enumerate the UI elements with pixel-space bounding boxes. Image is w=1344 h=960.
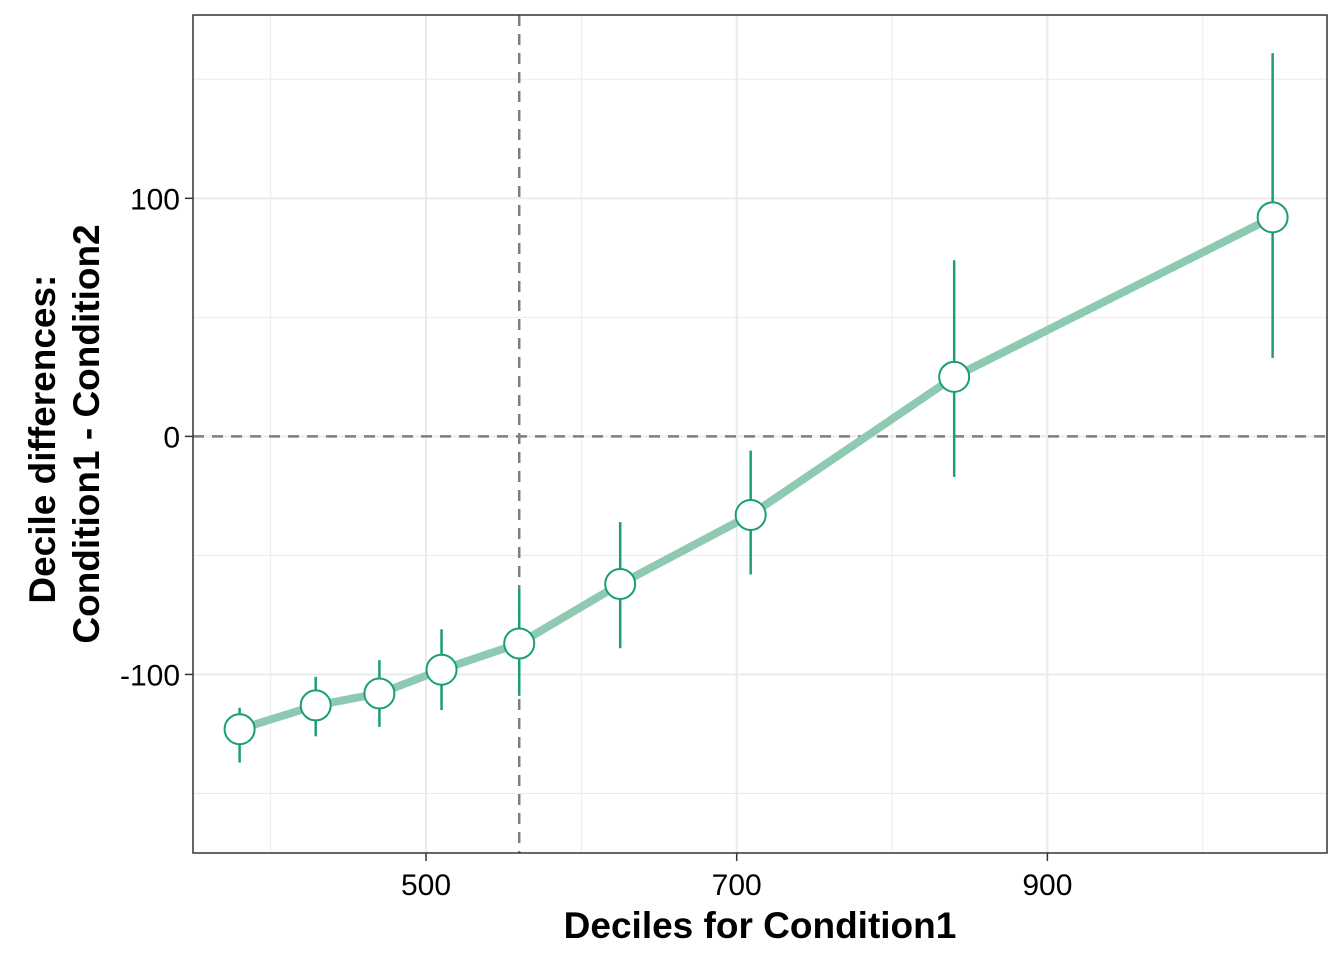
- reference-lines: [193, 15, 1327, 853]
- data-point: [1256, 201, 1289, 234]
- y-tick-label: -100: [120, 659, 180, 692]
- x-tick-label: 500: [401, 869, 451, 902]
- plot-panel-background: [193, 15, 1327, 853]
- x-axis-ticks: 500 700 900: [401, 853, 1072, 902]
- grid-major: [193, 15, 1327, 853]
- data-point: [734, 498, 767, 531]
- y-axis-ticks: -100 0 100: [120, 183, 193, 692]
- y-axis-title: Decile differences: Condition1 - Conditi…: [22, 224, 107, 643]
- y-axis-title-line1: Decile differences:: [22, 275, 63, 604]
- x-axis-title: Deciles for Condition1: [564, 905, 957, 946]
- data-point: [425, 653, 458, 686]
- data-point: [299, 689, 332, 722]
- plot-panel-border: [192, 14, 1328, 854]
- data-point: [223, 713, 256, 746]
- data-point: [503, 627, 536, 660]
- y-tick-label: 0: [163, 421, 180, 454]
- y-tick-label: 100: [130, 183, 180, 216]
- data-point: [938, 360, 971, 393]
- grid-minor: [193, 15, 1327, 853]
- y-axis-title-line2: Condition1 - Condition2: [66, 224, 107, 643]
- data-points: [223, 201, 1289, 746]
- data-point: [363, 677, 396, 710]
- x-tick-label: 700: [712, 869, 762, 902]
- x-tick-label: 900: [1022, 869, 1072, 902]
- data-point: [604, 567, 637, 600]
